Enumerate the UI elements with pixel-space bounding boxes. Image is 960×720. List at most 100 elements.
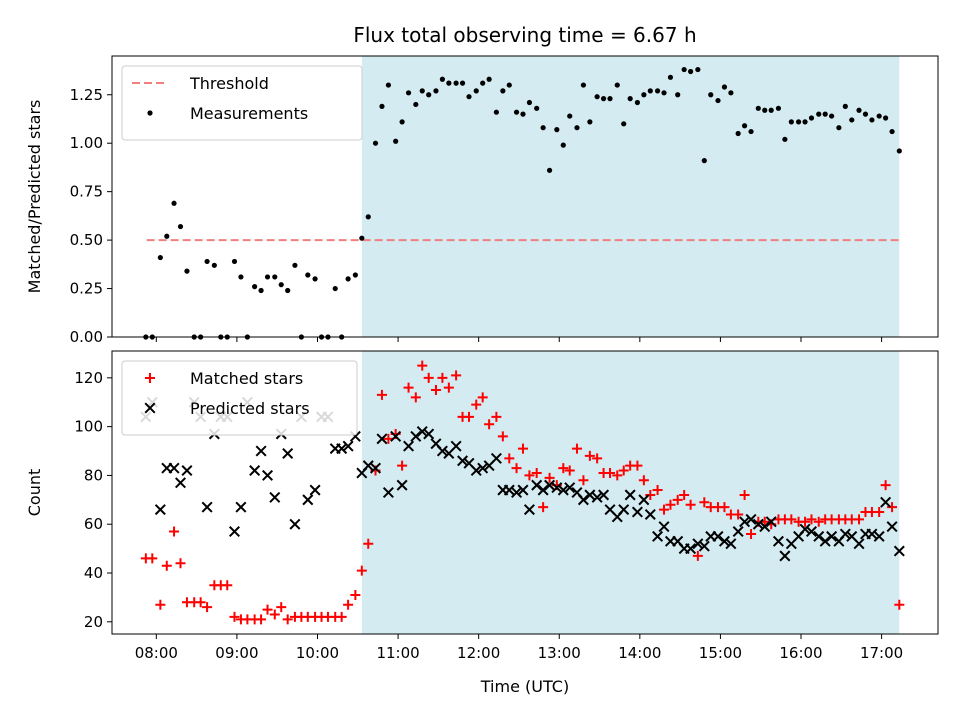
series-predicted-stars — [140, 396, 905, 562]
data-point — [567, 113, 573, 119]
data-point — [788, 119, 794, 125]
data-point — [708, 92, 714, 98]
data-point — [762, 107, 768, 113]
data-point — [269, 491, 281, 503]
data-point — [459, 80, 466, 86]
data-point — [741, 123, 748, 129]
data-point — [426, 92, 432, 98]
legend-entry: Predicted stars — [144, 399, 310, 418]
data-point — [503, 484, 515, 496]
legend-label: Matched stars — [190, 369, 303, 388]
data-point — [887, 502, 898, 513]
x-tick-label: 12:00 — [457, 644, 500, 662]
data-point — [557, 484, 569, 496]
data-point — [607, 96, 613, 102]
data-point — [171, 200, 177, 206]
data-point — [161, 560, 172, 571]
data-point — [584, 489, 596, 501]
data-point — [634, 99, 641, 106]
data-point — [470, 465, 482, 477]
legend: Matched stars Predicted stars — [121, 360, 358, 436]
axes-frame — [111, 55, 939, 338]
data-point — [262, 469, 274, 481]
data-point — [880, 480, 891, 491]
data-point — [379, 103, 385, 109]
data-point — [658, 521, 670, 533]
legend: Threshold Measurements — [121, 65, 363, 141]
data-point — [157, 254, 163, 261]
x-tick-label: 15:00 — [699, 644, 742, 662]
data-point — [874, 507, 885, 518]
data-point — [856, 107, 862, 113]
data-point — [894, 599, 905, 610]
data-point — [605, 467, 616, 478]
data-point — [436, 445, 448, 457]
data-point — [647, 88, 653, 94]
data-point — [164, 233, 170, 239]
data-point — [511, 463, 522, 474]
data-point — [446, 80, 452, 86]
data-point — [681, 66, 687, 73]
data-point — [755, 105, 761, 111]
data-point — [155, 599, 166, 610]
y-tick-label: 0.75 — [70, 183, 103, 201]
data-point — [618, 504, 630, 516]
data-point — [665, 499, 676, 510]
data-point — [471, 399, 482, 410]
data-point — [356, 565, 367, 576]
data-point — [869, 117, 875, 123]
data-point — [746, 528, 757, 539]
data-point — [147, 553, 158, 564]
data-point — [641, 92, 647, 98]
data-point — [591, 491, 603, 503]
data-point — [376, 433, 388, 445]
data-point — [768, 107, 774, 113]
data-point — [537, 484, 549, 496]
data-point — [493, 109, 499, 115]
data-point — [332, 285, 338, 292]
data-point — [238, 274, 244, 280]
y-axis-label: Matched/Predicted stars — [25, 100, 44, 294]
data-point — [659, 504, 670, 515]
data-point — [772, 535, 784, 547]
data-point — [450, 440, 462, 452]
data-point — [580, 82, 587, 88]
data-point — [520, 111, 526, 117]
x-tick-label: 10:00 — [296, 644, 339, 662]
y-tick-label: 0.25 — [70, 280, 103, 298]
data-point — [675, 92, 681, 98]
data-point — [732, 526, 744, 538]
data-point — [654, 88, 661, 94]
data-point — [262, 604, 273, 615]
data-point — [862, 111, 869, 117]
data-point — [822, 111, 828, 117]
data-point — [560, 142, 566, 148]
data-point — [513, 109, 520, 115]
data-point — [667, 74, 674, 80]
data-point — [403, 382, 414, 393]
data-point — [396, 479, 408, 491]
data-point — [685, 543, 697, 555]
data-point — [618, 465, 629, 476]
data-point — [228, 526, 240, 538]
y-tick-label: 1.25 — [70, 86, 103, 104]
data-point — [679, 489, 690, 500]
data-point — [276, 602, 287, 613]
data-point — [826, 530, 838, 542]
panel-ratio: 0.00 0.25 0.50 0.75 1.00 1.25 Matched/Predicte… — [25, 55, 939, 346]
y-tick-label: 20 — [84, 613, 103, 631]
observing-span-shading — [361, 351, 900, 634]
data-point — [594, 94, 600, 100]
x-tick-label: 16:00 — [779, 644, 822, 662]
data-point — [839, 528, 851, 540]
data-point — [168, 462, 180, 474]
data-point — [836, 125, 842, 131]
data-point — [309, 484, 321, 496]
data-point — [854, 514, 865, 525]
data-point — [517, 443, 528, 454]
data-point — [457, 455, 469, 467]
data-point — [540, 125, 546, 131]
data-point — [661, 90, 667, 96]
data-point — [638, 494, 650, 506]
y-tick-label: 120 — [74, 369, 103, 387]
